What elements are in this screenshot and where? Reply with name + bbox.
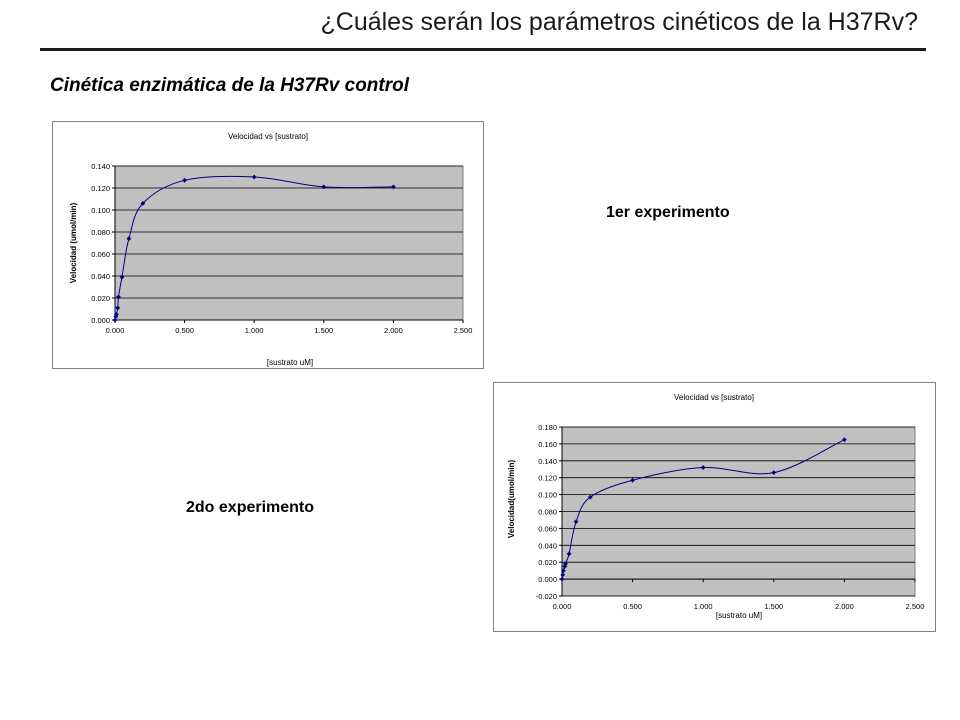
c2-x-tick-label: 2.500: [906, 602, 925, 611]
c2-y-tick-label: 0.000: [538, 575, 557, 584]
c1-data-point: [116, 294, 121, 300]
c1-data-point: [119, 274, 125, 280]
c1-data-point: [115, 305, 121, 311]
experiment-2-label: 2do experimento: [186, 499, 315, 516]
c1-y-tick-label: 0.080: [91, 228, 110, 237]
chart-1-y-axis-label: Velocidad (umol/min): [69, 202, 78, 283]
c2-data-point: [630, 477, 635, 483]
c1-data-point: [391, 184, 396, 190]
c1-y-tick-label: 0.120: [91, 184, 110, 193]
c2-x-tick-label: 0.000: [553, 602, 572, 611]
c2-data-point: [563, 561, 568, 567]
chart-1-svg: 0.000 0.020 0.040 0.060 0.080 0.100 0.120 0.140…: [69, 132, 473, 367]
c2-y-tick-label: 0.040: [538, 541, 557, 550]
c2-data-point: [561, 568, 566, 574]
experiment-1-label: 1er experimento: [606, 204, 730, 221]
c2-data-point: [559, 576, 565, 582]
c2-x-tick-label: 0.500: [623, 602, 642, 611]
c1-data-point: [251, 174, 257, 180]
c1-data-point: [140, 201, 146, 206]
c1-data-point: [182, 177, 187, 183]
c1-data-point: [113, 314, 119, 320]
c2-y-tick-label: -0.020: [536, 592, 557, 601]
c1-y-tick-label: 0.020: [91, 294, 110, 303]
c2-x-tick-label: 1.000: [694, 602, 713, 611]
c2-data-point: [587, 494, 593, 500]
c1-x-tick-label: 1.500: [314, 326, 333, 335]
c2-data-point: [566, 551, 572, 557]
c2-y-tick-label: 0.020: [538, 558, 557, 567]
c2-y-tick-label: 0.180: [538, 423, 557, 432]
chart-2-svg: -0.0200.0000.0200.0400.0600.0800.1000.12…: [507, 393, 925, 620]
c1-y-tick-label: 0.060: [91, 250, 110, 259]
c1-plot-area: [114, 165, 464, 321]
c2-y-tick-label: 0.140: [538, 457, 557, 466]
slide-title: ¿Cuáles serán los parámetros cinéticos d…: [320, 8, 919, 36]
title-divider: [40, 48, 926, 51]
chart-1-x-axis-label: [sustrato uM]: [267, 358, 313, 367]
c2-y-tick-label: 0.160: [538, 440, 557, 449]
c2-y-tick-label: 0.080: [538, 508, 557, 517]
chart-2-y-axis-label: Velocidad(umol/min): [507, 460, 516, 539]
chart-experiment-2[interactable]: -0.020 0.000 0.020 0.040 0.060 0.080 0.100 0.12…: [493, 382, 936, 632]
c1-x-tick-label: 1.000: [245, 326, 264, 335]
c1-y-tick-label: 0.100: [91, 206, 110, 215]
c2-data-point: [560, 572, 566, 578]
c1-y-tick-label: 0.040: [91, 272, 110, 281]
chart-experiment-1[interactable]: 0.000 0.020 0.040 0.060 0.080 0.100 0.120 0.140…: [52, 121, 484, 369]
c2-data-point: [842, 437, 847, 443]
chart-2-x-axis-label: [sustrato uM]: [716, 611, 762, 620]
c2-data-point: [573, 519, 579, 525]
c1-x-tick-label: 2.000: [384, 326, 403, 335]
c2-y-tick-label: 0.100: [538, 491, 557, 500]
c1-x-tick-label: 0.000: [106, 326, 125, 335]
c1-y-tick-label: 0.000: [91, 316, 110, 325]
c1-data-point: [126, 236, 132, 241]
c2-y-tick-label: 0.060: [538, 524, 557, 533]
chart-2-title: Velocidad vs [sustrato]: [674, 393, 754, 402]
c1-x-tick-label: 0.500: [175, 326, 194, 335]
chart-1-title: Velocidad vs [sustrato]: [228, 132, 308, 141]
c1-x-tick-label: 2.500: [454, 326, 473, 335]
c2-y-tick-label: 0.120: [538, 474, 557, 483]
slide-subtitle: Cinética enzimática de la H37Rv control: [50, 75, 410, 96]
c2-data-point: [700, 465, 706, 470]
c2-x-tick-label: 1.500: [764, 602, 783, 611]
c1-y-tick-label: 0.140: [91, 162, 110, 171]
c2-x-tick-label: 2.000: [835, 602, 854, 611]
